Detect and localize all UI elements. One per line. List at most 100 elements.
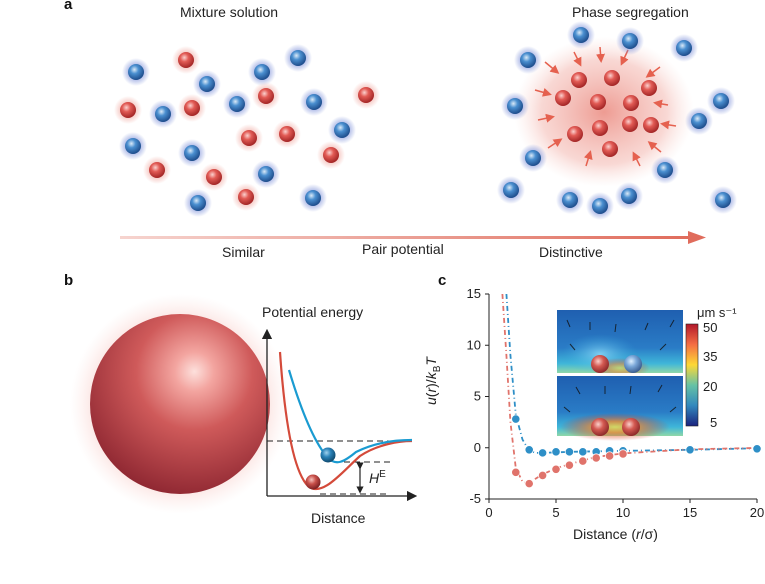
blue-particle [567,21,595,49]
blue-particle [223,90,251,118]
y-axis-title: u(r)/kBT [423,357,443,405]
colorbar-unit: μm s⁻¹ [697,305,737,320]
data-point-series-1 [511,414,521,424]
blue-particle [497,176,525,204]
red-particle [555,90,571,106]
blue-particle [685,107,713,135]
tick-marks [485,293,758,503]
blue-particle [193,70,221,98]
red-particle [200,163,228,191]
blue-particle [122,58,150,86]
x-tick-label: 10 [616,505,630,520]
blue-particle [284,44,312,72]
data-point-series-2 [538,470,548,481]
red-particle [172,46,200,74]
phase-segregation-title: Phase segregation [572,4,689,20]
red-particle [178,94,206,122]
flow-vectors [563,319,677,413]
blue-potential-curve [287,369,413,464]
panel-a-label: a [64,0,73,13]
red-particle [114,96,142,124]
blue-particle [670,34,698,62]
blue-particle [709,186,737,214]
small-blue-particle [320,447,336,463]
data-point-series-1 [685,445,695,455]
x-tick-label: 15 [683,505,697,520]
red-particle [235,124,263,152]
inset-red-particle [591,355,609,373]
x-tick-label: 20 [750,505,764,520]
red-particle [641,80,657,96]
blue-particle [149,100,177,128]
large-particle [90,314,270,494]
mixture-particles [114,44,380,217]
red-particle [143,156,171,184]
distinctive-label: Distinctive [539,244,603,260]
data-points [511,414,762,489]
small-red-particle [305,474,321,490]
blue-particle [328,116,356,144]
panel-a-illustration [114,21,737,244]
blue-particle [299,184,327,212]
red-particle [567,126,583,142]
data-point-series-2 [524,479,534,489]
data-point-series-1 [524,445,534,455]
y-tick-label: 5 [474,389,481,404]
data-point-series-2 [605,451,615,461]
blue-particle [119,132,147,160]
data-point-series-1 [538,448,548,458]
inset-red-particle [622,418,640,436]
data-point-series-1 [752,444,762,454]
mixture-solution-title: Mixture solution [180,4,279,20]
x-tick-label: 5 [552,505,559,520]
red-particle [590,94,606,110]
red-particle [604,70,620,86]
y-tick-label: 15 [467,286,481,301]
colorbar-tick-5: 5 [710,415,718,430]
distance-label: Distance [311,510,366,526]
blue-particle [616,27,644,55]
inward-arrows [534,46,677,167]
blue-particle [519,144,547,172]
y-tick-label: 10 [467,337,481,352]
blue-particle [586,192,614,220]
red-particle [273,120,301,148]
colorbar-tick-20: 20 [703,379,718,394]
colorbar-tick-35: 35 [703,349,718,364]
blue-particle [651,156,679,184]
blue-particle [248,58,276,86]
blue-particle [184,189,212,217]
data-point-series-2 [551,464,561,474]
red-potential-curve [278,351,413,490]
red-particle [643,117,659,133]
red-particle [317,141,345,169]
blue-particle [615,182,643,210]
x-tick-label: 0 [485,505,492,520]
data-point-series-2 [511,467,521,477]
blue-particle [556,186,584,214]
inset-red-particle [591,418,609,436]
blue-particle [178,139,206,167]
data-point-series-1 [564,447,574,457]
potential-energy-label: Potential energy [262,304,364,320]
red-particle [252,82,280,110]
inset-blue-particle [624,355,642,373]
red-particle [622,116,638,132]
colorbar-tick-50: 50 [703,320,718,335]
he-label: HE [369,469,386,486]
panel-b-illustration: HE [70,294,418,514]
data-point-series-2 [618,449,628,459]
blue-particle [514,46,542,74]
data-point-series-1 [578,447,588,457]
panel-b-label: b [64,272,74,289]
x-axis-title: Distance (r/σ) [573,526,658,542]
y-tick-label: 0 [474,440,481,455]
blue-particle [501,92,529,120]
red-particle [232,183,260,211]
red-particle [602,141,618,157]
blue-particle [252,160,280,188]
blue-particle [707,87,735,115]
blue-particle [300,88,328,116]
